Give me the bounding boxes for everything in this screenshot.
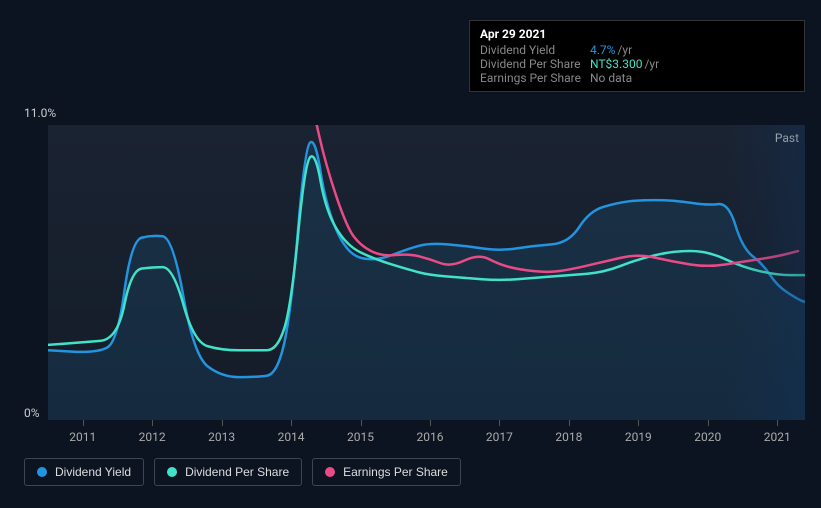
tooltip-value: 4.7% <box>590 43 615 57</box>
x-axis-tick-mark <box>430 420 431 426</box>
x-axis-tick-mark <box>499 420 500 426</box>
x-axis-tick: 2016 <box>416 430 443 444</box>
y-axis-min-label: 0% <box>24 406 40 420</box>
tooltip-label: Earnings Per Share <box>480 71 590 85</box>
legend-label: Dividend Per Share <box>185 465 289 479</box>
chart-legend: Dividend Yield Dividend Per Share Earnings… <box>24 458 461 486</box>
tooltip-row: Dividend Yield 4.7% /yr <box>480 43 794 57</box>
tooltip-row: Earnings Per Share No data <box>480 71 794 85</box>
x-axis-tick: 2012 <box>139 430 166 444</box>
legend-item-dividend-yield[interactable]: Dividend Yield <box>24 458 144 486</box>
tooltip-row: Dividend Per Share NT$3.300 /yr <box>480 57 794 71</box>
legend-swatch <box>167 467 177 477</box>
x-axis-tick-mark <box>291 420 292 426</box>
x-axis: 2011 2012 2013 2014 2015 2016 2017 2018 2019 2020… <box>48 430 805 450</box>
y-axis-max-label: 11.0% <box>24 106 56 120</box>
legend-swatch <box>37 467 47 477</box>
x-axis-tick-mark <box>777 420 778 426</box>
x-axis-tick-mark <box>361 420 362 426</box>
legend-swatch <box>325 467 335 477</box>
x-axis-tick-mark <box>152 420 153 426</box>
legend-label: Earnings Per Share <box>343 465 448 479</box>
x-axis-tick: 2020 <box>694 430 721 444</box>
x-axis-tick: 2021 <box>764 430 791 444</box>
tooltip-label: Dividend Yield <box>480 43 590 57</box>
tooltip-value: NT$3.300 <box>590 57 642 71</box>
legend-item-earnings-per-share[interactable]: Earnings Per Share <box>312 458 461 486</box>
tooltip-unit: /yr <box>617 43 632 57</box>
legend-item-dividend-per-share[interactable]: Dividend Per Share <box>154 458 302 486</box>
legend-label: Dividend Yield <box>55 465 131 479</box>
tooltip-value: No data <box>590 71 632 85</box>
chart-svg <box>48 125 805 420</box>
x-axis-tick-mark <box>83 420 84 426</box>
x-axis-tick: 2015 <box>347 430 374 444</box>
x-axis-tick: 2011 <box>69 430 96 444</box>
x-axis-tick: 2013 <box>208 430 235 444</box>
x-axis-tick: 2017 <box>486 430 513 444</box>
x-axis-tick: 2019 <box>625 430 652 444</box>
x-axis-tick-mark <box>708 420 709 426</box>
chart-tooltip: Apr 29 2021 Dividend Yield 4.7% /yr Divi… <box>469 20 805 92</box>
tooltip-date: Apr 29 2021 <box>480 27 794 41</box>
x-axis-tick: 2014 <box>278 430 305 444</box>
x-axis-tick-mark <box>569 420 570 426</box>
x-axis-tick-mark <box>638 420 639 426</box>
x-axis-tick-mark <box>222 420 223 426</box>
tooltip-label: Dividend Per Share <box>480 57 590 71</box>
x-axis-tick: 2018 <box>555 430 582 444</box>
tooltip-unit: /yr <box>644 57 659 71</box>
chart-plot-area[interactable]: Past <box>48 125 805 420</box>
